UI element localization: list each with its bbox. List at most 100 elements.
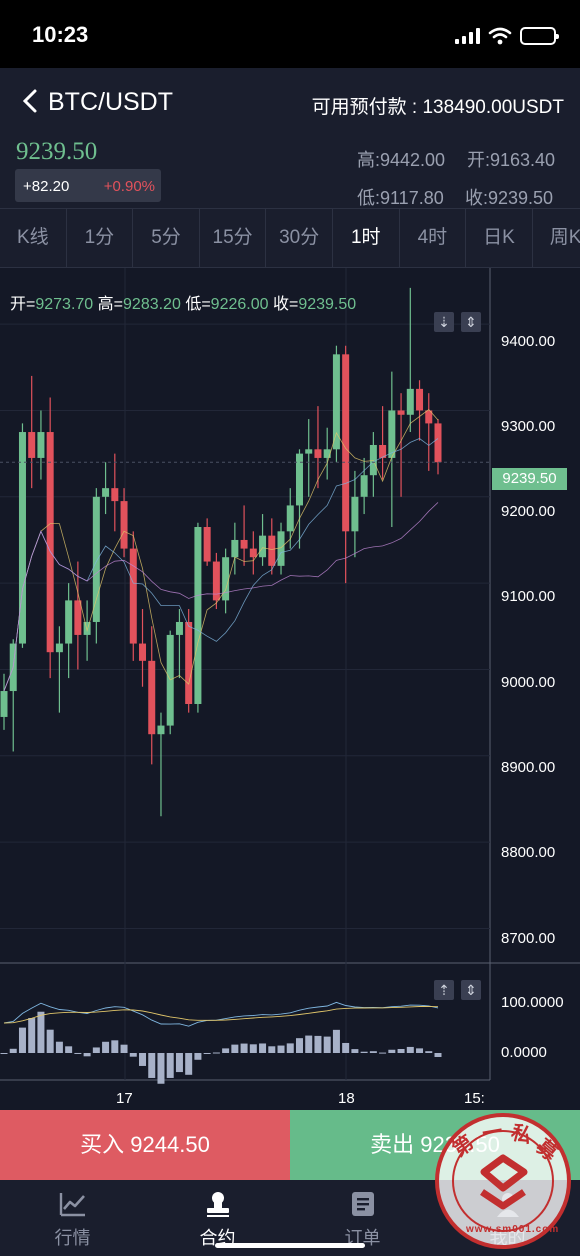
candle-body <box>397 410 405 415</box>
tab-timeframe[interactable]: 1分 <box>67 209 134 267</box>
macd-histogram-bar <box>194 1053 202 1060</box>
last-price: 9239.50 <box>16 138 98 165</box>
ohlc-low-label: 低= <box>185 296 211 313</box>
ohlc-readout: 开=9273.70 高=9283.20 低=9226.00 收=9239.50 <box>10 290 356 314</box>
macd-histogram-bar <box>360 1051 368 1053</box>
candle-body <box>74 600 82 635</box>
candle-body <box>129 548 137 644</box>
time-axis-label: 18 <box>338 1090 355 1107</box>
macd-histogram-bar <box>434 1053 442 1058</box>
timeframe-tabs: K线 1分 5分 15分 30分 1时 4时 日K 周K <box>0 208 580 268</box>
order-list-icon <box>351 1192 374 1216</box>
macd-histogram-bar <box>139 1053 147 1066</box>
macd-histogram-bar <box>249 1044 257 1053</box>
current-price-tag: 9239.50 <box>492 468 567 490</box>
macd-axis-label: 100.0000 <box>501 994 564 1011</box>
macd-histogram-bar <box>111 1040 119 1053</box>
macd-histogram-bar <box>369 1051 377 1053</box>
candle-body <box>194 527 202 704</box>
macd-histogram-bar <box>37 1011 45 1053</box>
macd-histogram-bar <box>295 1038 303 1053</box>
candle-body <box>212 561 220 601</box>
battery-icon <box>520 27 559 45</box>
price-axis-label: 9100.00 <box>501 588 556 605</box>
status-icons <box>455 24 559 48</box>
stat-open: 开:9163.40 <box>467 150 556 170</box>
chart-trend-icon <box>59 1193 85 1217</box>
candle-body <box>37 432 45 458</box>
price-axis-label: 8700.00 <box>501 930 556 947</box>
candle-body <box>277 531 285 566</box>
macd-histogram-bar <box>166 1053 174 1078</box>
candle-body <box>157 725 165 735</box>
candle-body <box>28 432 36 458</box>
ohlc-close-label: 收= <box>272 296 299 313</box>
buy-button[interactable]: 买入 9244.50 <box>0 1110 290 1180</box>
tab-timeframe[interactable]: 15分 <box>200 209 267 267</box>
stat-low: 低:9117.80 <box>357 188 444 208</box>
candle-body <box>83 621 91 635</box>
candle-body <box>369 444 377 476</box>
price-axis-label: 8800.00 <box>501 844 556 861</box>
candle-body <box>65 600 73 644</box>
nav-market[interactable]: 行情 <box>0 1180 145 1256</box>
macd-histogram-bar <box>175 1053 183 1073</box>
candle-body <box>305 449 313 454</box>
candle-body <box>360 475 368 497</box>
tab-timeframe[interactable]: 周K <box>533 209 580 267</box>
stat-close: 收:9239.50 <box>465 188 554 208</box>
macd-histogram-bar <box>342 1042 350 1053</box>
candle-body <box>351 496 359 532</box>
macd-up-icon[interactable]: ⇡ <box>434 980 454 1000</box>
tab-timeframe[interactable]: 日K <box>466 209 533 267</box>
candle-body <box>295 453 303 506</box>
candle-body <box>286 505 294 532</box>
macd-histogram-bar <box>268 1046 276 1053</box>
price-axis-label: 9400.00 <box>501 333 556 350</box>
pair-title: BTC/USDT <box>48 88 173 116</box>
indicator-down-icon[interactable]: ⇣ <box>434 312 454 332</box>
ohlc-high-label: 高= <box>97 296 124 313</box>
macd-histogram-bar <box>102 1041 110 1053</box>
ohlc-high-value: 9283.20 <box>123 296 181 313</box>
candle-body <box>203 527 211 562</box>
macd-toggle-icon[interactable]: ⇕ <box>461 980 481 1000</box>
macd-histogram-bar <box>259 1043 267 1053</box>
candle-body <box>240 539 248 549</box>
macd-dea-line <box>3 1005 439 1024</box>
candle-body <box>416 388 424 411</box>
candle-body <box>323 449 331 458</box>
kline-canvas[interactable] <box>0 268 580 1110</box>
macd-histogram-bar <box>379 1052 387 1054</box>
indicator-toggle-icon[interactable]: ⇕ <box>461 312 481 332</box>
price-axis-label: 8900.00 <box>501 759 556 776</box>
watermark-url: www.sm001.com <box>466 1224 560 1235</box>
macd-histogram-bar <box>388 1049 396 1053</box>
back-chevron-icon[interactable] <box>18 88 42 114</box>
macd-histogram-bar <box>120 1044 128 1053</box>
candle-body <box>379 444 387 458</box>
macd-histogram-bar <box>314 1035 322 1053</box>
kline-chart[interactable]: 开=9273.70 高=9283.20 低=9226.00 收=9239.50 … <box>0 268 580 1110</box>
macd-histogram-bar <box>416 1048 424 1053</box>
tab-timeframe[interactable]: 30分 <box>266 209 333 267</box>
macd-histogram-bar <box>203 1053 211 1054</box>
candle-body <box>92 496 100 622</box>
candle-body <box>222 557 230 601</box>
tab-timeframe[interactable]: 1时 <box>333 209 400 267</box>
status-time: 10:23 <box>32 22 89 47</box>
wifi-icon <box>488 27 512 45</box>
tab-timeframe[interactable]: K线 <box>0 209 67 267</box>
macd-histogram-bar <box>157 1053 165 1084</box>
available-balance: 可用预付款 : 138490.00USDT <box>311 97 564 118</box>
nav-label: 行情 <box>54 1228 91 1248</box>
tab-timeframe[interactable]: 4时 <box>400 209 467 267</box>
candle-body <box>268 535 276 566</box>
tab-timeframe[interactable]: 5分 <box>133 209 200 267</box>
macd-histogram-bar <box>148 1053 156 1078</box>
macd-histogram-bar <box>46 1029 54 1053</box>
macd-axis-label: 0.0000 <box>501 1044 547 1061</box>
macd-histogram-bar <box>425 1051 433 1053</box>
candle-body <box>434 423 442 463</box>
macd-histogram-bar <box>212 1052 220 1054</box>
